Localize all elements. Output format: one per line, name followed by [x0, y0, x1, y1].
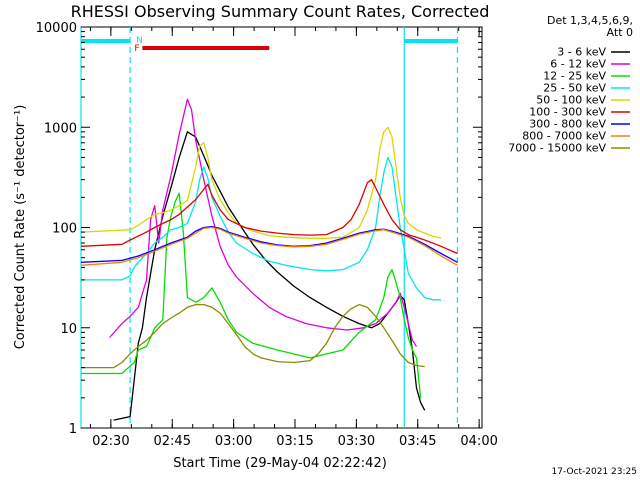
y-tick-label: 10: [60, 322, 77, 337]
axis-layer: 1 10 100 1000 10000 02:30 02:45 03:00 03:15 03:30…: [36, 21, 498, 449]
series-line-3: [81, 192, 422, 398]
x-tick-label: 02:30: [92, 434, 129, 449]
x-tick-label: 04:00: [460, 434, 497, 449]
series-line-7: [80, 225, 458, 263]
flare-flag-label: F: [134, 44, 139, 54]
legend-entry-label: 6 - 12 keV: [550, 58, 606, 71]
y-tick-label: 10000: [36, 21, 77, 36]
x-tick-label: 03:30: [338, 434, 375, 449]
x-tick-label: 03:45: [399, 434, 436, 449]
series-line-4: [81, 156, 442, 301]
legend-header-detectors: Det 1,3,4,5,6,9,: [547, 14, 633, 27]
night-flag-label: N: [136, 36, 143, 46]
y-tick-label: 100: [52, 222, 77, 237]
legend-entry-label: 100 - 300 keV: [529, 106, 606, 119]
series-line-2: [109, 98, 418, 347]
series-line-1: [113, 131, 426, 421]
chart-title: RHESSI Observing Summary Count Rates, Co…: [71, 2, 490, 21]
y-axis-label: Corrected Count Rate (s⁻¹ detector⁻¹): [13, 105, 28, 350]
legend-entry-label: 50 - 100 keV: [536, 94, 606, 107]
annotation-layer: NF: [80, 27, 459, 428]
legend-entry-label: 300 - 800 keV: [529, 118, 606, 131]
legend-entry-label: 800 - 7000 keV: [522, 130, 606, 143]
x-axis-label: Start Time (29-May-04 02:22:42): [173, 456, 387, 471]
series-line-5: [80, 126, 442, 239]
series-layer: [80, 98, 458, 421]
y-tick-label: 1000: [44, 121, 77, 136]
series-line-9: [81, 303, 425, 369]
series-line-8: [80, 226, 458, 266]
legend-entry-label: 3 - 6 keV: [557, 46, 606, 59]
legend-entry-label: 7000 - 15000 keV: [508, 142, 606, 155]
x-tick-label: 03:15: [276, 434, 313, 449]
legend-header-attenuator: Att 0: [607, 26, 633, 39]
legend-entry-label: 25 - 50 keV: [543, 82, 606, 95]
footer-date: 17-Oct-2021 23:25: [552, 467, 637, 477]
plot-frame: [80, 26, 483, 429]
y-tick-label: 1: [69, 422, 77, 437]
legend-entry-label: 12 - 25 keV: [543, 70, 606, 83]
x-tick-label: 03:00: [215, 434, 252, 449]
x-tick-label: 02:45: [154, 434, 191, 449]
series-line-6: [80, 179, 458, 255]
